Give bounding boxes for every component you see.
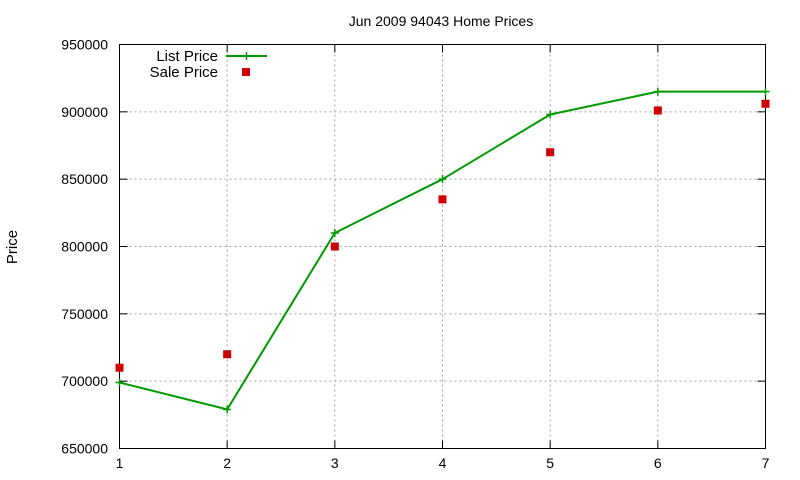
- y-tick-label: 650000: [61, 441, 108, 457]
- legend: List Price Sale Price: [150, 48, 267, 81]
- legend-label-list-price: List Price: [156, 48, 218, 65]
- y-tick-label: 800000: [61, 239, 108, 255]
- y-tick-label: 950000: [61, 37, 108, 53]
- y-tick-label: 900000: [61, 104, 108, 120]
- y-axis-label: Price: [4, 230, 21, 264]
- x-tick-label: 1: [116, 455, 124, 471]
- data-point-sale-price: [330, 242, 339, 251]
- y-tick-label: 750000: [61, 306, 108, 322]
- data-point-list-price: [223, 405, 232, 414]
- x-tick-label: 7: [762, 455, 770, 471]
- data-point-sale-price: [546, 148, 555, 157]
- grid: [119, 44, 766, 449]
- x-tick-label: 3: [331, 455, 339, 471]
- data-point-sale-price: [438, 195, 447, 204]
- data-point-list-price: [330, 229, 339, 238]
- data-point-sale-price: [653, 106, 662, 115]
- data-point-list-price: [438, 175, 447, 184]
- data-point-list-price: [546, 110, 555, 119]
- axis-ticks: 650000 700000 750000 800000 850000 900000 9500…: [61, 37, 769, 472]
- data-point-list-price: [653, 87, 662, 96]
- data-point-sale-price: [223, 350, 232, 359]
- data-point-sale-price: [115, 363, 124, 372]
- data-point-list-price: [115, 378, 124, 387]
- chart-title: Jun 2009 94043 Home Prices: [349, 13, 533, 29]
- legend-label-sale-price: Sale Price: [150, 64, 218, 81]
- y-tick-label: 850000: [61, 171, 108, 187]
- data-point-sale-price: [761, 99, 770, 108]
- legend-marker-sale-price: [242, 68, 250, 76]
- x-tick-label: 2: [223, 455, 231, 471]
- y-tick-label: 700000: [61, 373, 108, 389]
- legend-marker-list-price: [242, 52, 251, 60]
- x-tick-label: 6: [654, 455, 662, 471]
- data-point-list-price: [761, 87, 770, 96]
- series: [115, 87, 770, 414]
- x-tick-label: 5: [546, 455, 554, 471]
- x-tick-label: 4: [439, 455, 447, 471]
